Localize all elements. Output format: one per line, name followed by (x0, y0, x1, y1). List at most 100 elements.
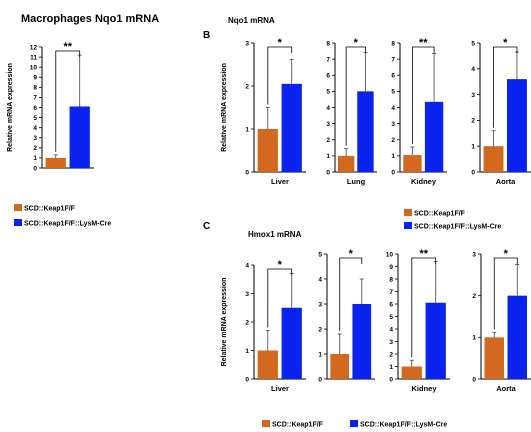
y-tick-label: 1 (245, 348, 249, 355)
y-tick-label: 8 (33, 85, 37, 92)
y-tick-label: 0 (33, 165, 37, 172)
y-tick-label: 1 (33, 155, 37, 162)
y-tick-label: 3 (472, 251, 476, 258)
legend-swatch-control (262, 420, 270, 427)
legend-swatch-control (14, 204, 22, 211)
significance-bracket (493, 46, 518, 128)
bar-lysm-cre (507, 79, 527, 172)
y-tick-label: 7 (391, 56, 395, 63)
significance-label: ** (419, 248, 428, 260)
y-tick-label: 8 (389, 276, 393, 283)
x-axis-label: Aorta (496, 177, 516, 186)
y-tick-label: 6 (326, 73, 330, 80)
y-tick-label: 6 (391, 73, 395, 80)
y-axis-label: Relative mRNA expression (221, 278, 228, 367)
significance-bracket (267, 46, 293, 105)
bar-lysm-cre (425, 302, 446, 379)
chart-b4: 0 1 2 3 4 5 * Aorta (471, 37, 531, 186)
bar-lysm-cre (352, 304, 372, 379)
bar-lysm-cre (69, 106, 90, 168)
y-tick-label: 1 (472, 335, 476, 342)
y-tick-label: 0 (471, 169, 475, 176)
y-axis-label: Relative mRNA expression (7, 63, 14, 152)
legend-label: SCD::Keap1F/F (24, 206, 76, 213)
y-tick-label: 5 (391, 89, 395, 96)
significance-bracket (493, 257, 518, 330)
y-tick-label: 9 (33, 75, 37, 82)
chart-c4: 0 1 2 3 * Aorta (472, 248, 531, 393)
significance-label: ** (419, 37, 428, 49)
y-tick-label: 3 (33, 135, 37, 142)
y-tick-label: 3 (245, 40, 249, 47)
y-tick-label: 3 (326, 121, 330, 128)
y-tick-label: 4 (245, 262, 249, 269)
y-tick-label: 8 (391, 40, 395, 47)
significance-bracket (55, 50, 81, 152)
y-tick-label: 11 (30, 54, 37, 61)
chart-b2: 0 1 2 3 4 5 6 7 8 * Lung (326, 37, 377, 186)
significance-label: * (503, 37, 508, 49)
y-tick-label: 3 (245, 291, 249, 298)
x-axis-label: Aorta (496, 384, 516, 393)
y-tick-label: 4 (389, 326, 393, 333)
chart-b3: 0 1 2 3 4 5 6 7 8 ** Kidney (391, 37, 447, 186)
significance-bracket (411, 257, 437, 358)
bar-lysm-cre (357, 91, 374, 172)
y-tick-label: 5 (318, 251, 322, 258)
y-tick-label: 6 (33, 105, 37, 112)
legend-swatch-lysm-cre (14, 219, 22, 226)
panel-b-title: Nqo1 mRNA (228, 16, 275, 25)
legend-label: SCD::Keap1F/F (414, 211, 466, 218)
y-tick-label: 7 (326, 56, 330, 63)
panel-a-title: Macrophages Nqo1 mRNA (21, 13, 159, 25)
legend-label: SCD::Keap1F/F (272, 422, 324, 429)
y-tick-label: 2 (389, 351, 393, 358)
y-tick-label: 7 (389, 289, 393, 296)
bar-control (330, 354, 350, 379)
y-tick-label: 4 (326, 105, 330, 112)
significance-label: * (278, 37, 283, 49)
legend-swatch-control (404, 209, 412, 216)
significance-label: * (349, 248, 354, 260)
y-tick-label: 1 (318, 351, 322, 358)
bar-control (484, 337, 504, 379)
bar-control (403, 155, 422, 172)
y-tick-label: 3 (471, 92, 475, 99)
legend-swatch-lysm-cre (404, 222, 412, 229)
y-tick-label: 9 (389, 264, 393, 271)
y-tick-label: 1 (245, 126, 249, 133)
y-tick-label: 0 (326, 169, 330, 176)
bar-lysm-cre (424, 101, 444, 172)
y-tick-label: 0 (472, 376, 476, 383)
x-axis-label: Liver (271, 384, 289, 393)
y-tick-label: 4 (33, 125, 37, 132)
y-tick-label: 5 (326, 89, 330, 96)
y-tick-label: 1 (326, 153, 330, 160)
bar-lysm-cre (281, 83, 302, 172)
legends-layer: SCD::Keap1F/FSCD::Keap1F/F::LysM-CreSCD:… (14, 204, 501, 429)
bar-control (401, 366, 422, 379)
y-tick-label: 4 (391, 105, 395, 112)
legend-label: SCD::Keap1F/F::LysM-Cre (360, 422, 447, 429)
chart-c3: 0 1 2 3 4 5 6 7 8 9 10 ** Kidney (386, 248, 450, 393)
chart-c2: 0 1 2 3 4 5 * (318, 248, 375, 383)
y-tick-label: 7 (33, 95, 37, 102)
bar-control (337, 155, 355, 172)
y-tick-label: 10 (386, 251, 394, 258)
y-tick-label: 2 (471, 118, 475, 125)
y-tick-label: 10 (30, 64, 38, 71)
significance-bracket (339, 257, 363, 331)
y-tick-label: 6 (389, 301, 393, 308)
significance-label: * (504, 248, 509, 260)
y-tick-label: 5 (33, 115, 37, 122)
significance-bracket (345, 46, 366, 146)
bar-lysm-cre (507, 295, 527, 379)
chart-b1: 0 1 2 3 * Liver Relative mRNA expression (221, 37, 306, 186)
x-axis-label: Liver (271, 177, 289, 186)
y-tick-label: 3 (391, 121, 395, 128)
y-tick-label: 2 (391, 137, 395, 144)
chart-c1: 0 1 2 3 4 * Liver Relative mRNA expression (221, 259, 306, 393)
